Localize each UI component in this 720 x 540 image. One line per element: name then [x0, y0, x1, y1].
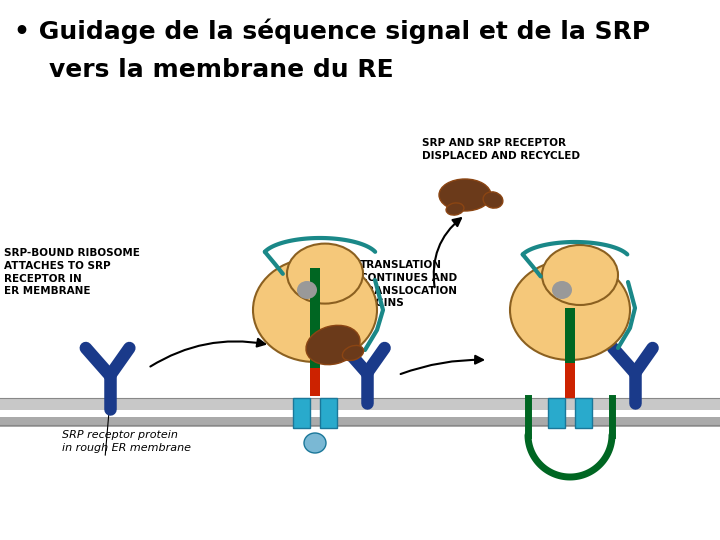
Ellipse shape — [446, 203, 464, 215]
Ellipse shape — [542, 245, 618, 305]
FancyBboxPatch shape — [565, 363, 575, 398]
FancyBboxPatch shape — [0, 416, 720, 427]
Text: SRP-BOUND RIBOSOME
ATTACHES TO SRP
RECEPTOR IN
ER MEMBRANE: SRP-BOUND RIBOSOME ATTACHES TO SRP RECEP… — [4, 248, 140, 296]
Ellipse shape — [306, 325, 360, 364]
Ellipse shape — [343, 346, 364, 361]
Ellipse shape — [552, 281, 572, 299]
FancyBboxPatch shape — [320, 398, 337, 428]
Ellipse shape — [483, 192, 503, 208]
FancyBboxPatch shape — [293, 398, 310, 428]
Ellipse shape — [510, 260, 630, 360]
Text: • Guidage de la séquence signal et de la SRP: • Guidage de la séquence signal et de la… — [14, 18, 650, 44]
Ellipse shape — [287, 244, 363, 303]
FancyBboxPatch shape — [548, 398, 565, 428]
FancyBboxPatch shape — [575, 398, 592, 428]
Ellipse shape — [297, 281, 317, 299]
Text: vers la membrane du RE: vers la membrane du RE — [14, 58, 394, 82]
Ellipse shape — [439, 179, 491, 211]
FancyBboxPatch shape — [310, 368, 320, 396]
Ellipse shape — [253, 258, 377, 362]
Text: SRP AND SRP RECEPTOR
DISPLACED AND RECYCLED: SRP AND SRP RECEPTOR DISPLACED AND RECYC… — [422, 138, 580, 161]
FancyBboxPatch shape — [565, 308, 575, 363]
Text: SRP receptor protein
in rough ER membrane: SRP receptor protein in rough ER membran… — [62, 430, 191, 453]
Text: TRANSLATION
CONTINUES AND
TRANSLOCATION
BEGINS: TRANSLATION CONTINUES AND TRANSLOCATION … — [360, 260, 458, 308]
FancyBboxPatch shape — [310, 268, 320, 368]
Ellipse shape — [304, 433, 326, 453]
FancyBboxPatch shape — [0, 398, 720, 410]
